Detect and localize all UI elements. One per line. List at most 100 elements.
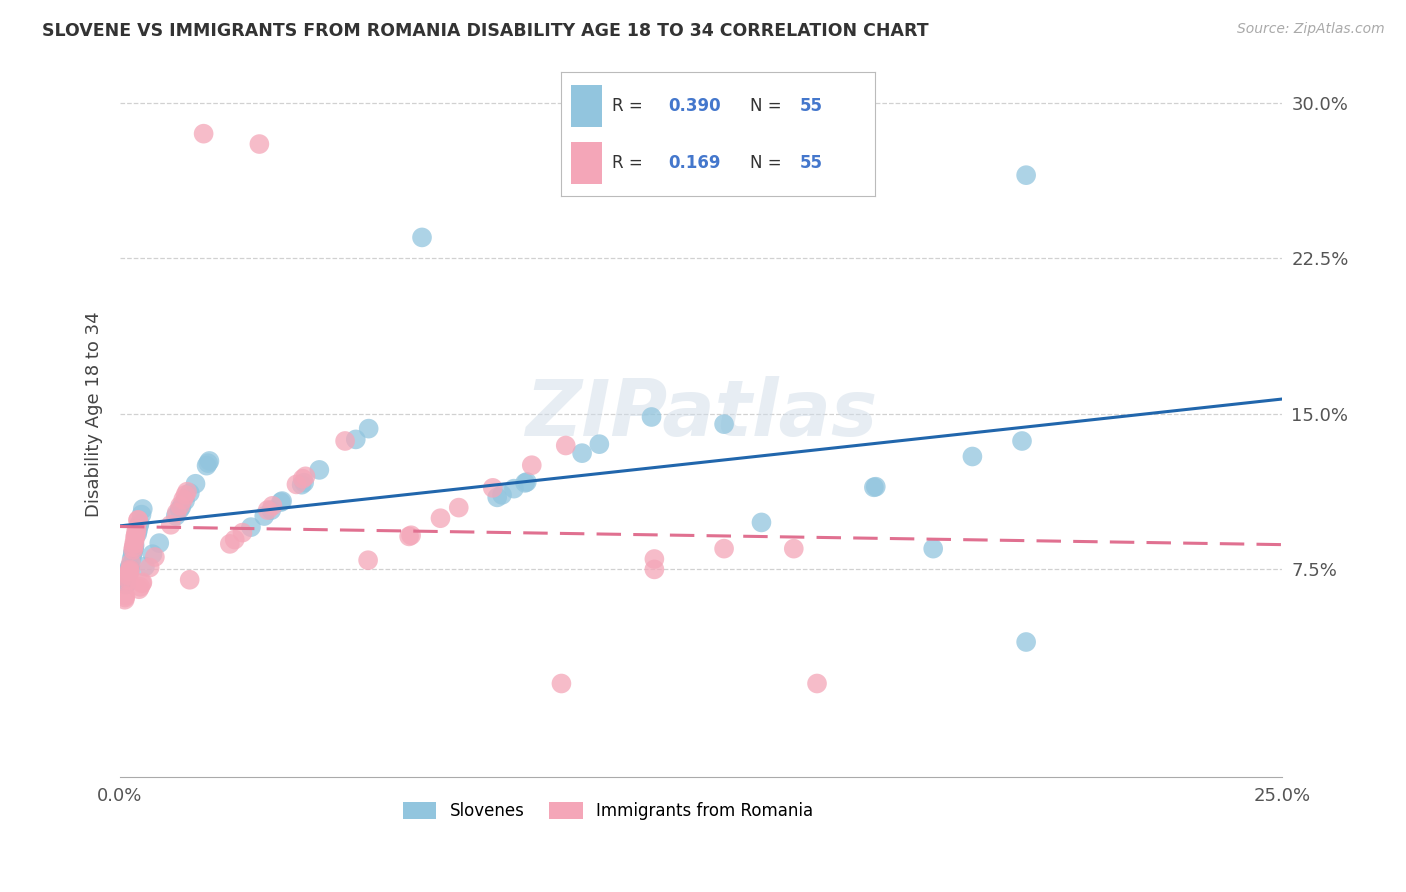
Point <box>176 484 198 499</box>
Point <box>643 552 665 566</box>
Point <box>172 492 194 507</box>
Point <box>962 450 984 464</box>
Point <box>922 541 945 556</box>
Point <box>713 417 735 432</box>
Point <box>121 551 143 566</box>
Point <box>120 556 142 570</box>
Point <box>292 475 315 490</box>
Point <box>179 486 201 500</box>
Point <box>291 477 314 491</box>
Point <box>134 559 156 574</box>
Point <box>865 480 887 494</box>
Point <box>122 541 145 556</box>
Point <box>127 526 149 541</box>
Point <box>115 577 138 591</box>
Point <box>247 136 270 151</box>
Point <box>231 525 253 540</box>
Point <box>588 437 610 451</box>
Point <box>117 574 139 588</box>
Point <box>174 493 197 508</box>
Point <box>195 458 218 473</box>
Point <box>122 537 145 551</box>
Point <box>124 538 146 552</box>
Point <box>128 582 150 597</box>
Point <box>170 500 193 514</box>
Point <box>124 529 146 543</box>
Point <box>131 576 153 591</box>
Point <box>125 525 148 540</box>
Point <box>513 475 536 490</box>
Point <box>114 591 136 605</box>
Point <box>554 438 576 452</box>
Point <box>166 506 188 520</box>
Point <box>224 533 246 547</box>
Point <box>117 572 139 586</box>
Point <box>121 547 143 561</box>
Point <box>122 541 145 555</box>
Point <box>294 469 316 483</box>
Text: ZIPatlas: ZIPatlas <box>524 376 877 451</box>
Point <box>291 472 314 486</box>
Point <box>169 499 191 513</box>
Point <box>169 502 191 516</box>
Point <box>863 480 886 494</box>
Point <box>550 676 572 690</box>
Point <box>122 546 145 560</box>
Point <box>131 508 153 522</box>
Point <box>357 422 380 436</box>
Point <box>399 528 422 542</box>
Point <box>240 520 263 534</box>
Point <box>138 560 160 574</box>
Point <box>751 516 773 530</box>
Point <box>115 576 138 591</box>
Point <box>262 499 284 513</box>
Point <box>411 230 433 244</box>
Point <box>256 503 278 517</box>
Point <box>270 495 292 509</box>
Point <box>491 488 513 502</box>
Point <box>118 564 141 578</box>
Point <box>806 676 828 690</box>
Point <box>253 509 276 524</box>
Point <box>132 502 155 516</box>
Point <box>1011 434 1033 448</box>
Point <box>333 434 356 448</box>
Point <box>398 529 420 543</box>
Point <box>429 511 451 525</box>
Point <box>308 463 330 477</box>
Point <box>486 491 509 505</box>
Point <box>127 513 149 527</box>
Point <box>148 536 170 550</box>
Point <box>503 482 526 496</box>
Point <box>357 553 380 567</box>
Point <box>184 476 207 491</box>
Point <box>122 541 145 556</box>
Y-axis label: Disability Age 18 to 34: Disability Age 18 to 34 <box>86 311 103 516</box>
Point <box>285 477 308 491</box>
Point <box>115 577 138 591</box>
Point <box>118 563 141 577</box>
Point <box>516 475 538 489</box>
Point <box>118 565 141 579</box>
Point <box>127 523 149 537</box>
Point <box>165 508 187 523</box>
Point <box>783 541 806 556</box>
Point <box>118 561 141 575</box>
Point <box>260 503 283 517</box>
Point <box>159 517 181 532</box>
Point <box>128 518 150 533</box>
Point <box>143 549 166 564</box>
Point <box>198 454 221 468</box>
Point <box>447 500 470 515</box>
Point <box>117 566 139 580</box>
Point <box>571 446 593 460</box>
Point <box>179 573 201 587</box>
Point <box>129 580 152 594</box>
Point <box>124 533 146 548</box>
Point <box>713 541 735 556</box>
Point <box>643 562 665 576</box>
Point <box>174 488 197 502</box>
Point <box>131 575 153 590</box>
Point <box>193 127 215 141</box>
Point <box>481 481 503 495</box>
